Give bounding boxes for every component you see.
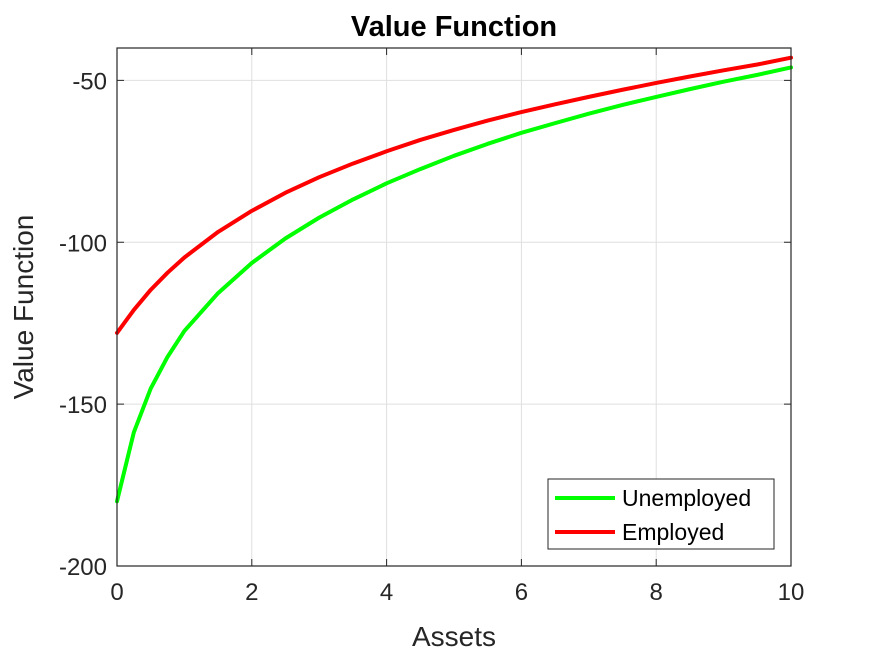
legend-box [547, 478, 775, 550]
series-lines [115, 55, 793, 504]
y-tick-label: -50 [72, 68, 107, 95]
series-line-unemployed [115, 65, 793, 504]
chart-title: Value Function [351, 11, 557, 43]
axis-ticks: 0 2 4 6 8 10 -200 -150 -100 -50 [59, 48, 804, 606]
x-tick-label: 8 [650, 579, 663, 606]
x-axis-label: Assets [412, 621, 496, 652]
legend-label-employed: Employed [622, 519, 724, 545]
y-tick-label: -200 [59, 554, 107, 581]
legend-label-unemployed: Unemployed [622, 485, 751, 511]
x-tick-label: 2 [245, 579, 258, 606]
x-tick-label: 0 [110, 579, 123, 606]
y-axis-label: Value Function [8, 215, 39, 400]
y-tick-label: -100 [59, 230, 107, 257]
plot-frame [116, 47, 792, 567]
legend: Unemployed Employed [547, 478, 775, 550]
series-line-employed [115, 55, 793, 335]
x-tick-label: 10 [778, 579, 805, 606]
y-tick-label: -150 [59, 392, 107, 419]
x-tick-label: 4 [380, 579, 393, 606]
x-tick-label: 6 [515, 579, 528, 606]
